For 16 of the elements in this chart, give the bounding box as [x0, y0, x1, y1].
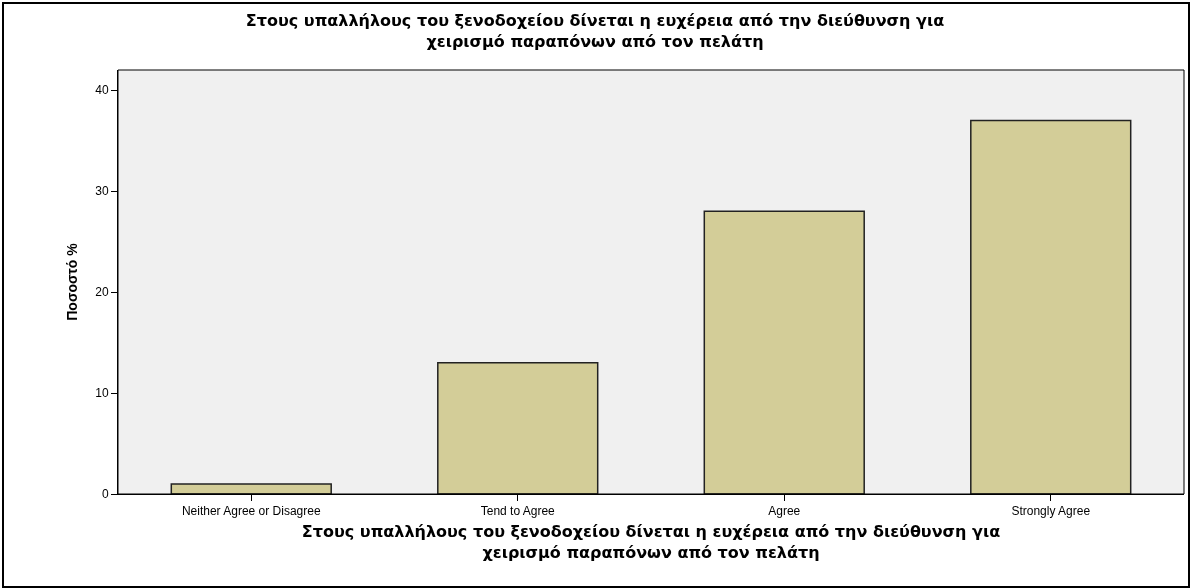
y-tick-label: 20: [95, 285, 109, 300]
y-tick-label: 30: [95, 184, 109, 199]
bar: [970, 119, 1132, 494]
x-tick-label: Tend to Agree: [480, 504, 556, 519]
x-tick-label: Agree: [768, 504, 801, 519]
bar: [437, 362, 599, 494]
y-tick-label: 10: [95, 386, 109, 401]
chart-title: Στους υπαλλήλους του ξενοδοχείου δίνεται η ευχέρεια από την διεύθυνση για χειρισμό παραπόνων από τον πελάτη: [245, 11, 945, 52]
y-tick-label: 0: [101, 487, 109, 502]
y-tick-label: 40: [95, 83, 109, 98]
x-axis-title: Στους υπαλλήλους του ξενοδοχείου δίνεται η ευχέρεια από την διεύθυνση για χειρισμό παραπόνων από τον πελάτη: [301, 522, 1001, 562]
y-axis-title: Ποσοστό %: [63, 242, 80, 321]
bar: [170, 483, 332, 494]
x-tick-label: Strongly Agree: [1011, 504, 1091, 519]
bar: [703, 210, 865, 494]
x-tick-label: Neither Agree or Disagree: [181, 504, 321, 519]
